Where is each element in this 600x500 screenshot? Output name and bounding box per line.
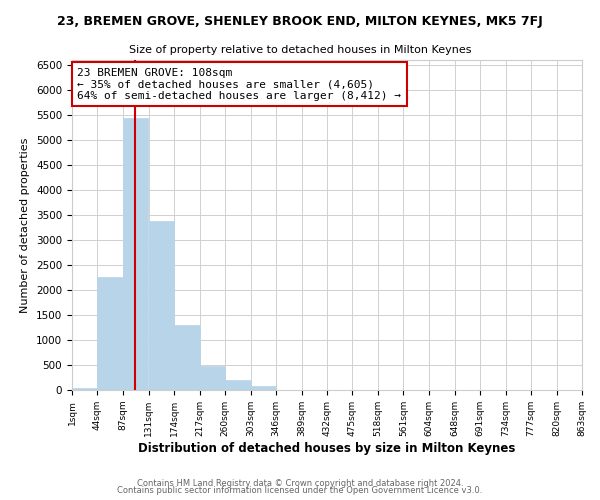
Text: 23 BREMEN GROVE: 108sqm
← 35% of detached houses are smaller (4,605)
64% of semi: 23 BREMEN GROVE: 108sqm ← 35% of detache… [77,68,401,100]
Text: Contains public sector information licensed under the Open Government Licence v3: Contains public sector information licen… [118,486,482,495]
Text: 23, BREMEN GROVE, SHENLEY BROOK END, MILTON KEYNES, MK5 7FJ: 23, BREMEN GROVE, SHENLEY BROOK END, MIL… [57,15,543,28]
Bar [123,118,148,390]
Bar [72,388,97,390]
Text: Contains HM Land Registry data © Crown copyright and database right 2024.: Contains HM Land Registry data © Crown c… [137,478,463,488]
Y-axis label: Number of detached properties: Number of detached properties [20,138,31,312]
Bar [200,366,225,390]
Bar [175,325,200,390]
Bar [251,386,276,390]
Bar [225,380,251,390]
Bar [149,221,175,390]
Text: Size of property relative to detached houses in Milton Keynes: Size of property relative to detached ho… [129,45,471,55]
X-axis label: Distribution of detached houses by size in Milton Keynes: Distribution of detached houses by size … [139,442,515,454]
Bar [97,276,123,390]
